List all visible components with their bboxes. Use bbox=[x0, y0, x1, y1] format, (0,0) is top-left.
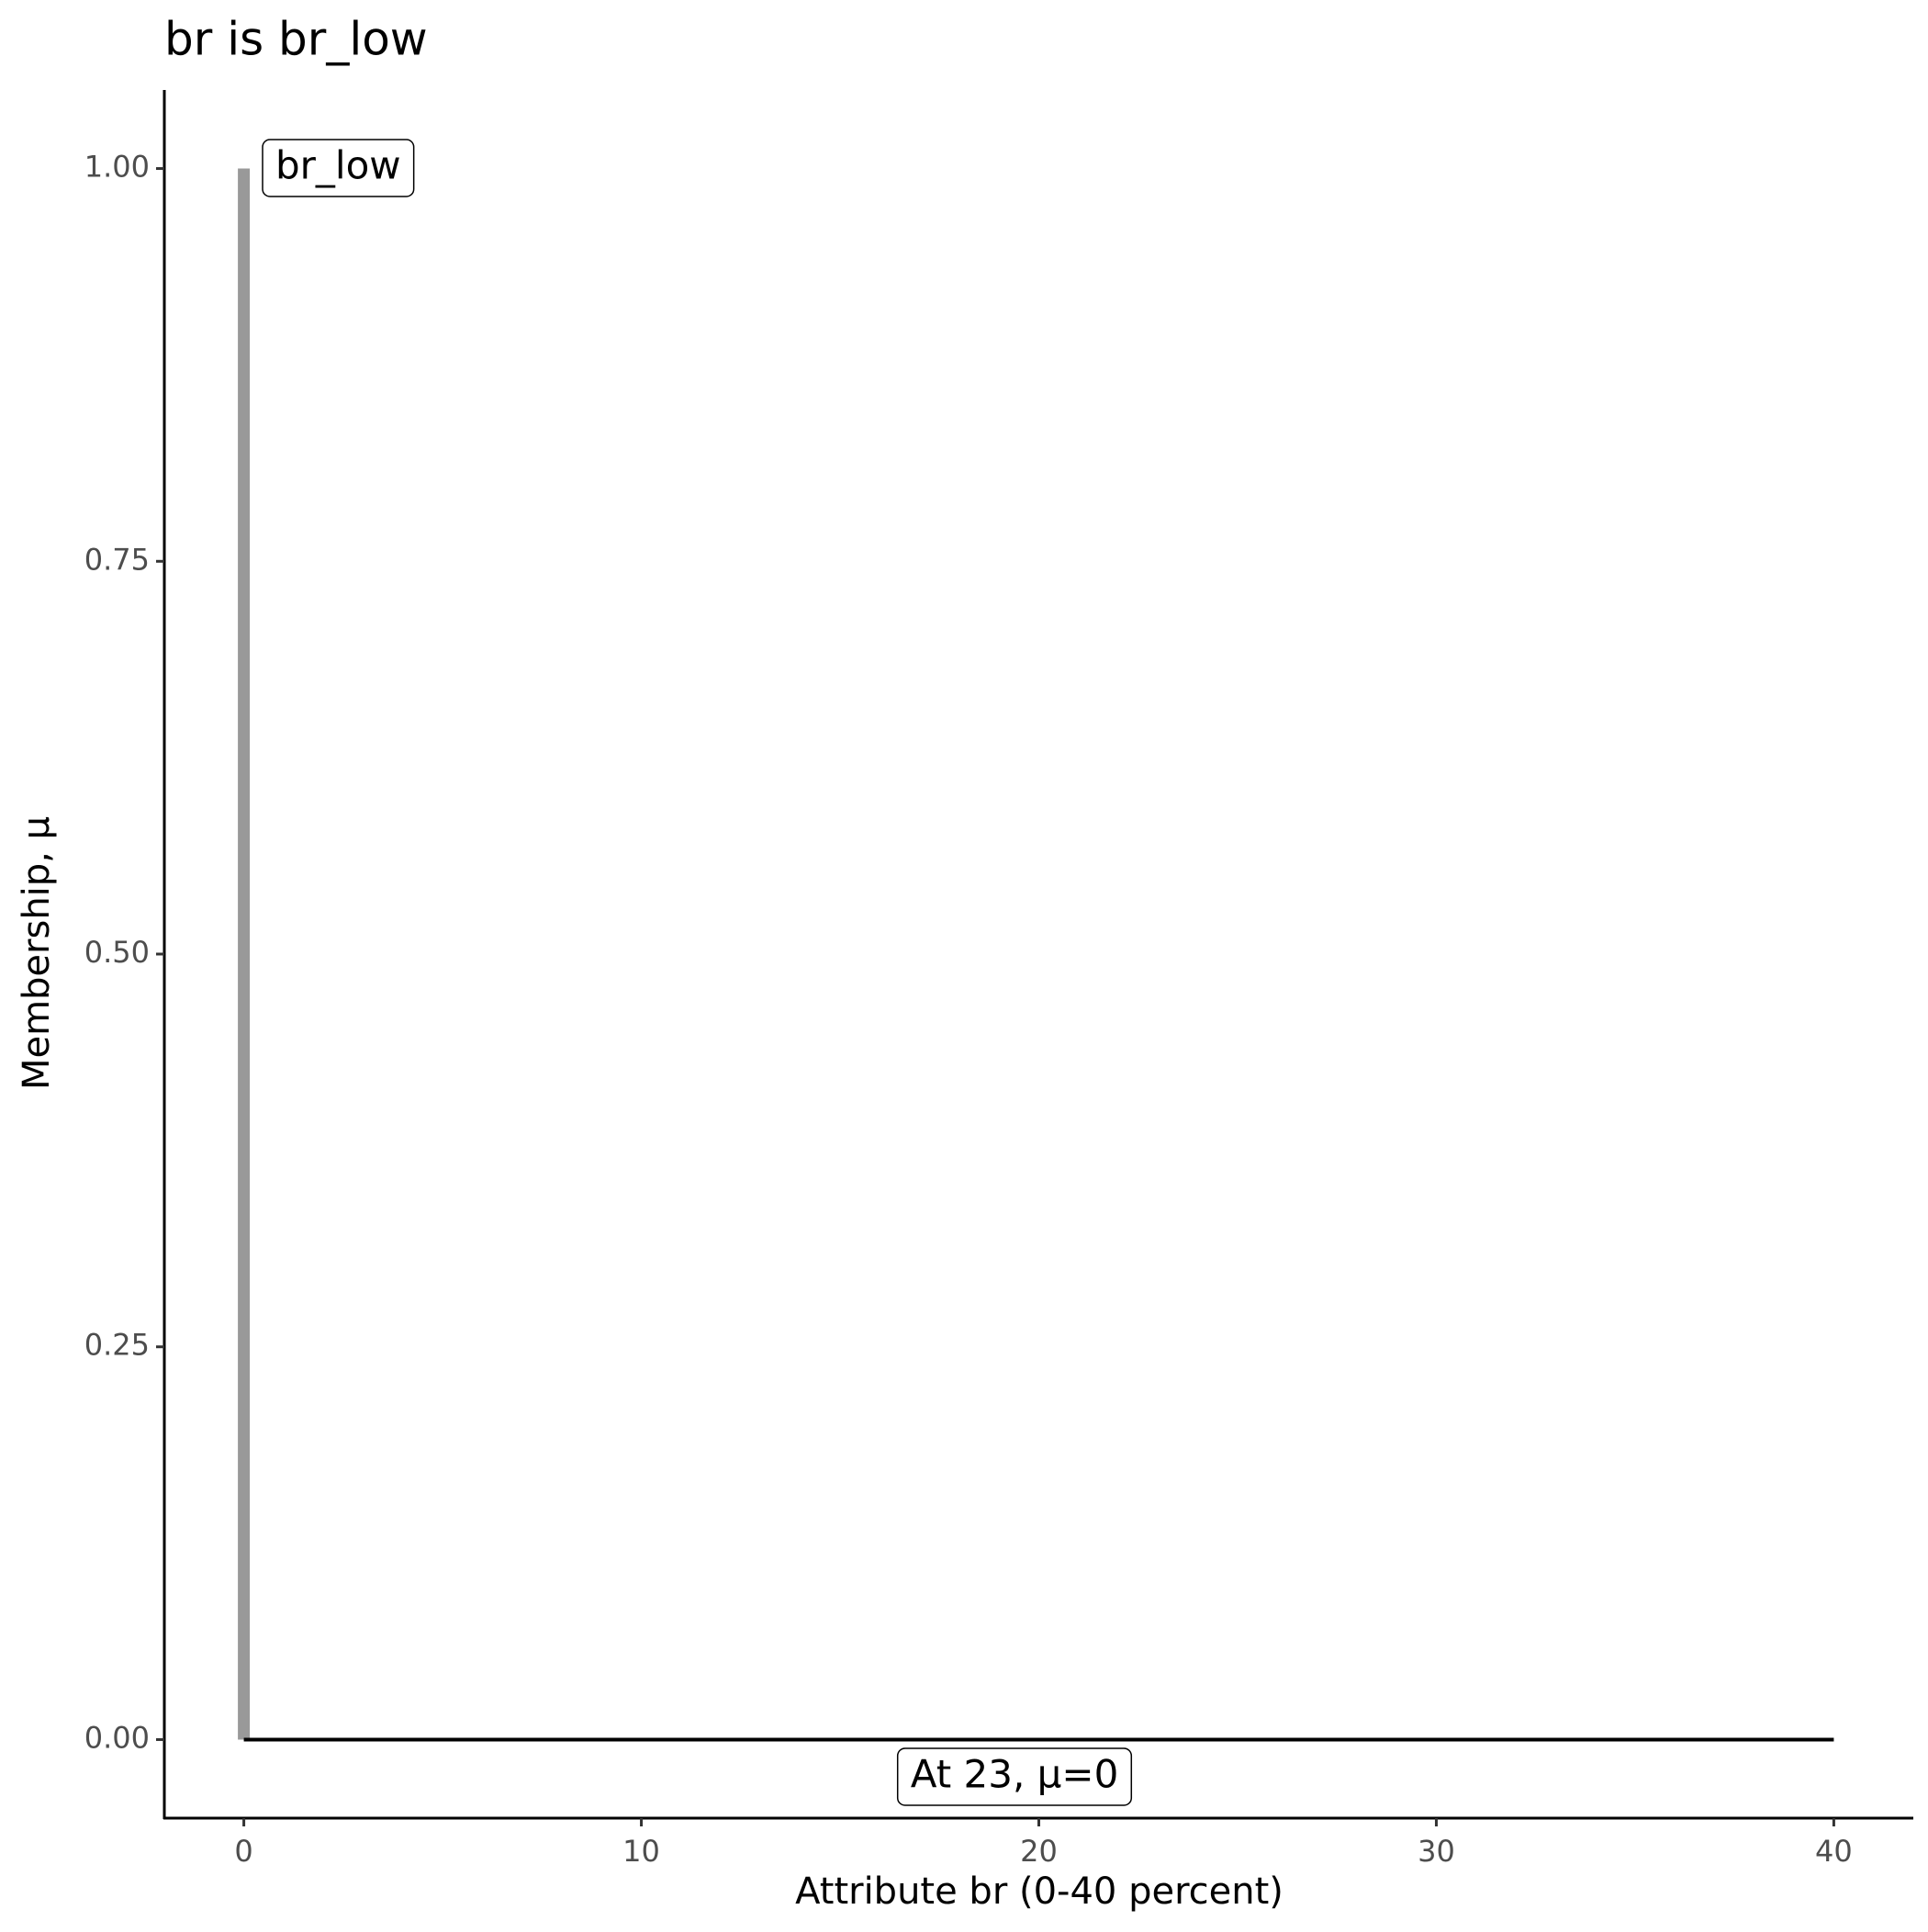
y-tick-label: 0.75 bbox=[84, 542, 150, 577]
y-tick-label: 0.50 bbox=[84, 935, 150, 970]
x-tick-label: 10 bbox=[622, 1834, 660, 1869]
annotation: br_low bbox=[262, 139, 415, 197]
x-tick-label: 20 bbox=[1020, 1834, 1058, 1869]
x-tick-label: 0 bbox=[234, 1834, 252, 1869]
annotation-label: br_low bbox=[275, 143, 401, 188]
annotation-box bbox=[896, 1747, 1133, 1806]
y-axis-title: Membership, μ bbox=[16, 816, 58, 1090]
x-axis-title: Attribute br (0-40 percent) bbox=[795, 1870, 1283, 1913]
x-tick-label: 30 bbox=[1418, 1834, 1455, 1869]
y-tick-label: 0.25 bbox=[84, 1328, 150, 1363]
x-tick-label: 40 bbox=[1815, 1834, 1853, 1869]
annotation-label: At 23, μ=0 bbox=[911, 1752, 1119, 1797]
y-tick-label: 0.00 bbox=[84, 1720, 150, 1755]
annotation-box bbox=[262, 139, 415, 197]
y-tick-label: 1.00 bbox=[84, 150, 150, 185]
annotation: At 23, μ=0 bbox=[896, 1747, 1133, 1806]
chart-title: br is br_low bbox=[164, 13, 428, 66]
